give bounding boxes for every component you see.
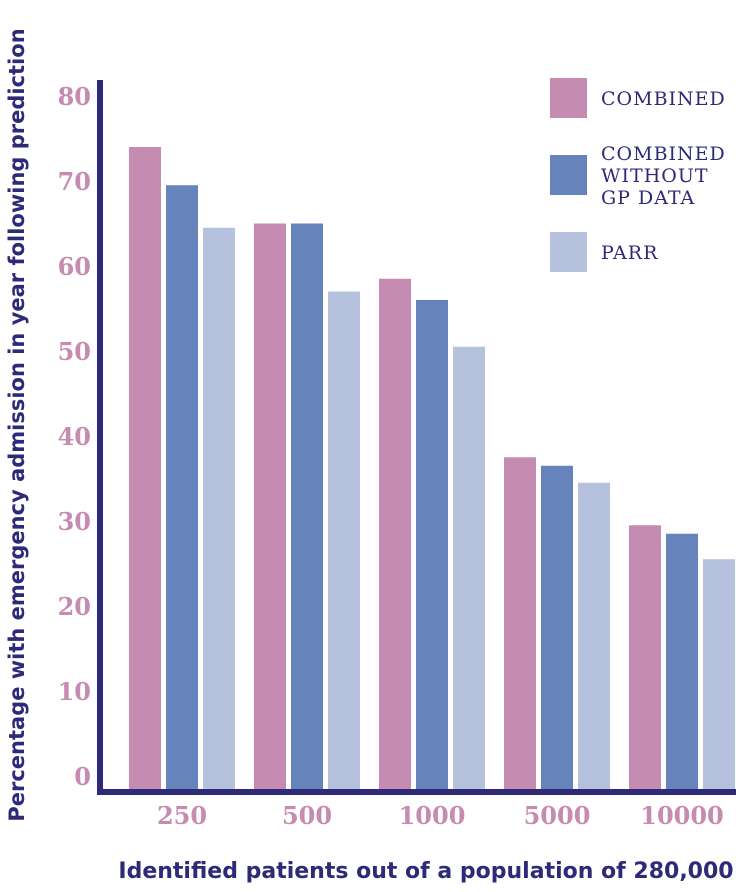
legend: COMBINED COMBINED WITHOUT GP DATA PARR — [550, 78, 726, 272]
bar-250-series-1 — [166, 185, 198, 792]
x-tick-labels: 250 500 1000 5000 10000 — [157, 801, 724, 830]
x-tick-label: 250 — [157, 801, 207, 830]
bar-10000-series-0 — [629, 525, 661, 792]
y-tick-label: 40 — [58, 422, 91, 451]
y-axis-title: Percentage with emergency admission in y… — [5, 28, 29, 821]
bar-500-series-0 — [254, 223, 286, 792]
bar-10000-series-2 — [703, 559, 735, 792]
y-tick-labels: 0 10 20 30 40 50 60 70 80 — [58, 82, 91, 791]
bar-250-series-2 — [203, 227, 235, 792]
x-tick-label: 500 — [282, 801, 332, 830]
bar-1000-series-2 — [453, 346, 485, 792]
bar-1000-series-1 — [416, 300, 448, 792]
y-tick-label: 80 — [58, 82, 91, 111]
bars-group — [129, 147, 735, 792]
legend-swatch — [550, 155, 587, 195]
bar-5000-series-0 — [504, 457, 536, 792]
y-tick-label: 30 — [58, 507, 91, 536]
y-tick-label: 70 — [58, 167, 91, 196]
bar-10000-series-1 — [666, 533, 698, 792]
legend-label: COMBINED — [601, 88, 726, 110]
x-tick-label: 10000 — [640, 801, 724, 830]
bar-5000-series-2 — [578, 482, 610, 792]
y-tick-label: 10 — [58, 677, 91, 706]
y-tick-label: 50 — [58, 337, 91, 366]
y-tick-label: 20 — [58, 592, 91, 621]
x-tick-label: 5000 — [524, 801, 591, 830]
bar-1000-series-0 — [379, 278, 411, 792]
bar-500-series-1 — [291, 223, 323, 792]
x-axis-title: Identified patients out of a population … — [118, 859, 733, 884]
legend-swatch — [550, 232, 587, 272]
bar-5000-series-1 — [541, 465, 573, 792]
legend-label: PARR — [601, 242, 658, 264]
bar-500-series-2 — [328, 291, 360, 792]
y-tick-label: 0 — [74, 762, 91, 791]
bar-250-series-0 — [129, 147, 161, 792]
y-tick-label: 60 — [58, 252, 91, 281]
x-tick-label: 1000 — [399, 801, 466, 830]
legend-swatch — [550, 78, 587, 118]
legend-label: COMBINED WITHOUT GP DATA — [601, 143, 726, 209]
